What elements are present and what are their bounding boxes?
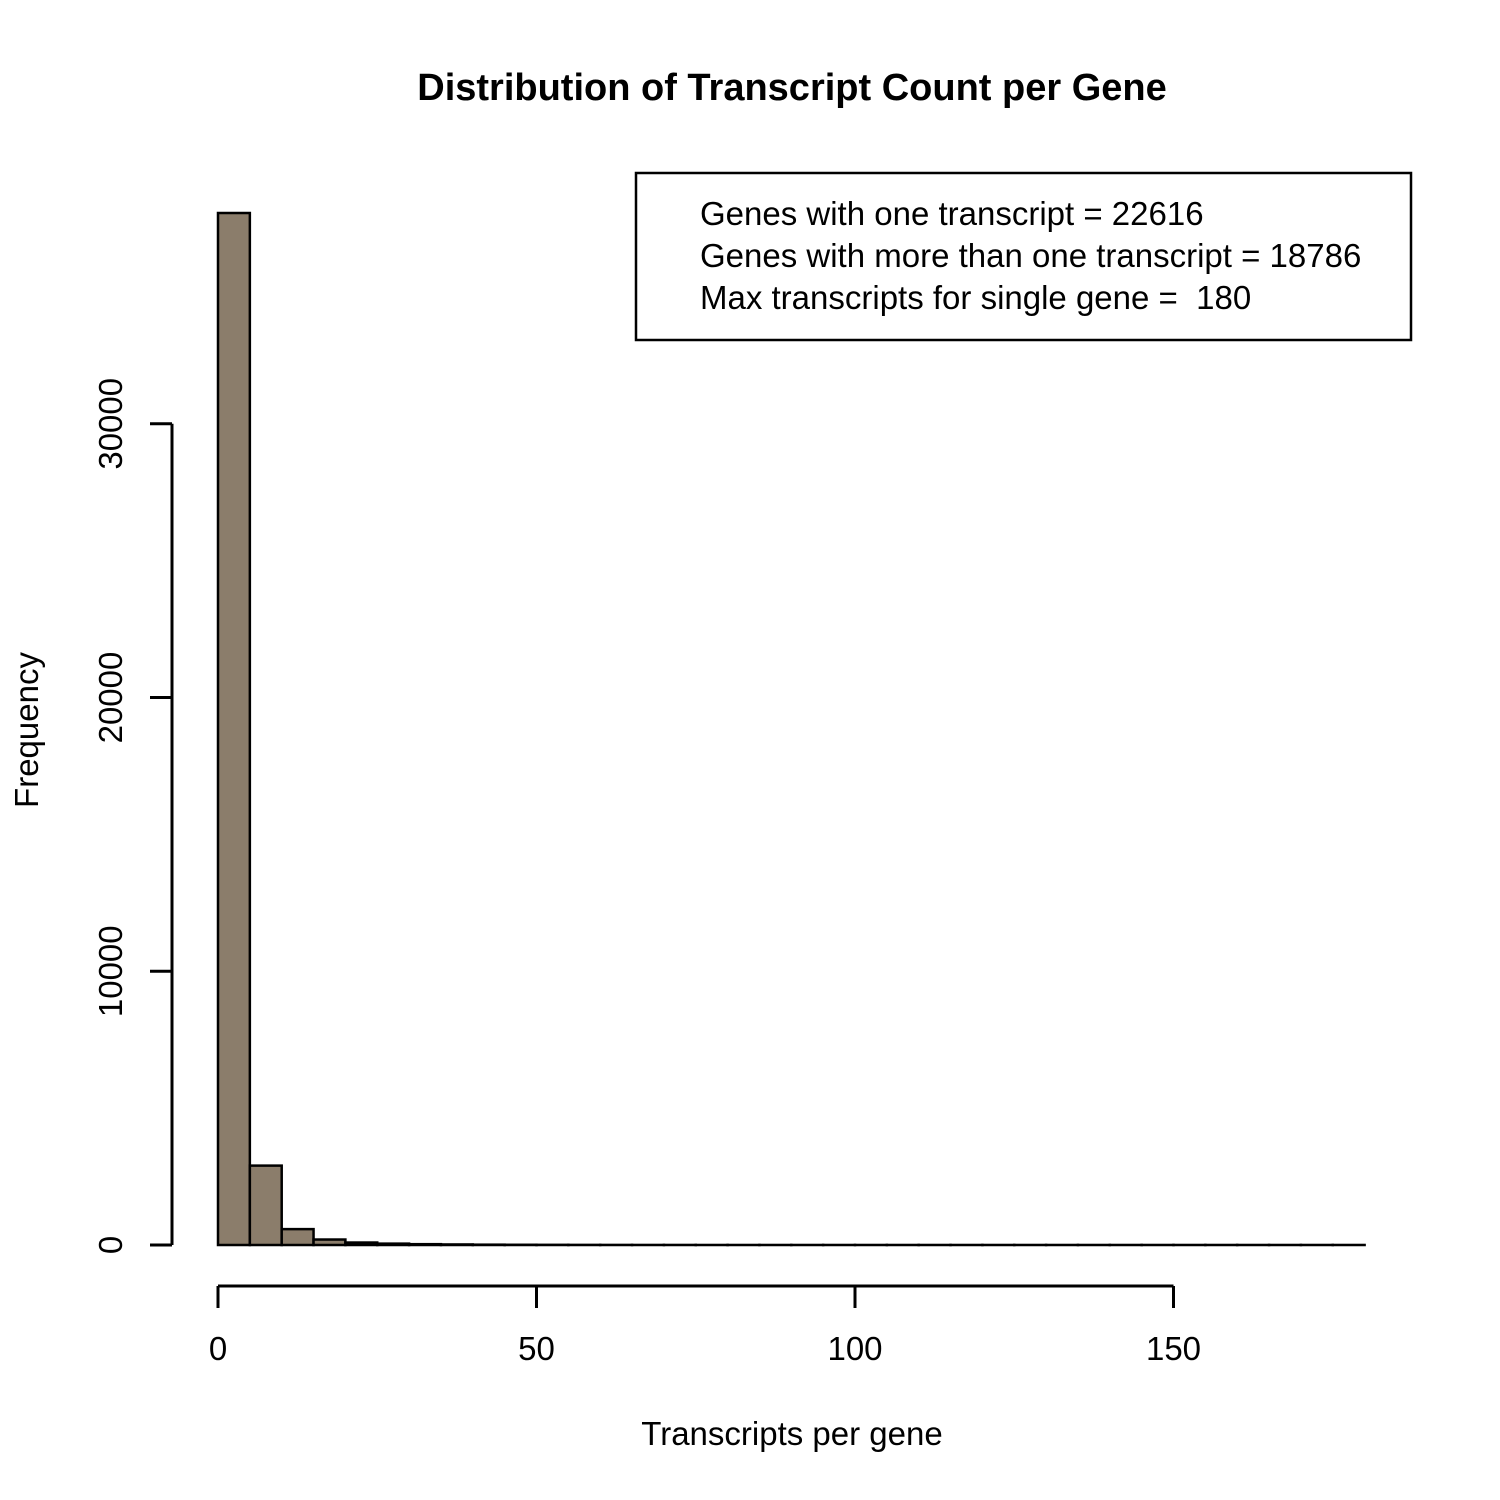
x-tick-label-100: 100 bbox=[827, 1330, 882, 1367]
legend-entry-multi-transcript: Genes with more than one transcript = 18… bbox=[700, 237, 1361, 274]
x-tick-label-50: 50 bbox=[518, 1330, 555, 1367]
y-axis: 0 10000 20000 30000 bbox=[92, 378, 174, 1254]
histogram-bar-20 bbox=[344, 1241, 379, 1247]
legend-entry-max-transcripts: Max transcripts for single gene = 180 bbox=[700, 279, 1251, 316]
x-axis: 0 50 100 150 bbox=[209, 1284, 1201, 1367]
histogram-bar-5 bbox=[248, 1164, 283, 1247]
legend: Genes with one transcript = 22616 Genes … bbox=[634, 171, 1413, 342]
histogram-bar-15 bbox=[312, 1238, 347, 1247]
histogram-bar-30 bbox=[407, 1242, 443, 1247]
histogram-bar-25 bbox=[376, 1242, 411, 1247]
histogram-bar-35 bbox=[439, 1243, 475, 1247]
y-tick-label-30000: 30000 bbox=[92, 378, 129, 470]
legend-entry-one-transcript: Genes with one transcript = 22616 bbox=[700, 195, 1204, 232]
x-tick-label-150: 150 bbox=[1146, 1330, 1201, 1367]
histogram-bar-0 bbox=[216, 211, 252, 1247]
y-axis-label: Frequency bbox=[8, 652, 45, 808]
y-tick-label-20000: 20000 bbox=[92, 652, 129, 744]
y-tick-label-10000: 10000 bbox=[92, 925, 129, 1017]
legend-box bbox=[634, 171, 1413, 342]
y-tick-label-0: 0 bbox=[92, 1236, 129, 1254]
x-tick-label-0: 0 bbox=[209, 1330, 227, 1367]
chart-title: Distribution of Transcript Count per Gen… bbox=[417, 67, 1166, 109]
bars-group bbox=[216, 211, 1366, 1247]
x-axis-label: Transcripts per gene bbox=[641, 1415, 942, 1452]
histogram-bar-10 bbox=[280, 1227, 315, 1247]
